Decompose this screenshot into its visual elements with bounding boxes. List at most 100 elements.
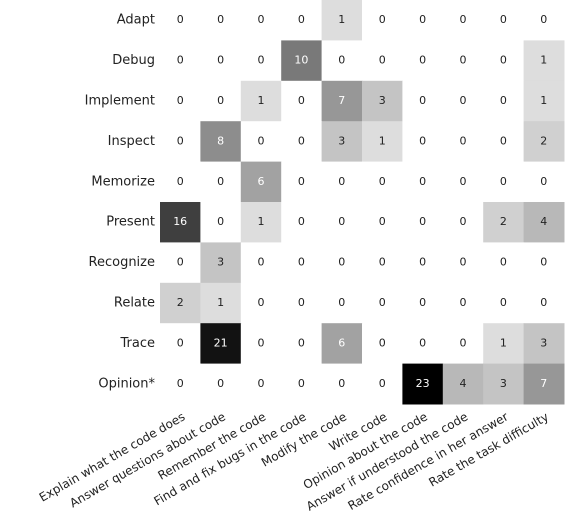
heatmap-cell: [362, 121, 403, 163]
heatmap-cell: [362, 161, 403, 203]
cell-value-label: 0: [177, 134, 184, 147]
heatmap-cell: [160, 242, 201, 284]
cell-value-label: 0: [460, 215, 467, 228]
heatmap-cell: [321, 0, 363, 41]
cell-value-label: 0: [177, 175, 184, 188]
heatmap-cell: [321, 363, 363, 405]
heatmap-cell: [321, 242, 363, 284]
cell-value-label: 2: [540, 134, 547, 147]
cell-value-label: 0: [500, 296, 507, 309]
heatmap-cell: [442, 0, 484, 41]
cell-value-label: 0: [298, 336, 305, 349]
cell-value-label: 1: [540, 94, 547, 107]
cell-value-label: 0: [258, 296, 265, 309]
cell-value-label: 0: [379, 296, 386, 309]
heatmap-cell: [240, 121, 282, 163]
cell-value-label: 0: [177, 94, 184, 107]
cell-value-label: 0: [258, 134, 265, 147]
heatmap-cell: [442, 161, 484, 203]
heatmap-cell: [321, 40, 363, 82]
heatmap-cell: [442, 363, 484, 405]
cell-value-label: 0: [460, 54, 467, 67]
cell-value-label: 6: [258, 175, 265, 188]
heatmap-cell: [200, 282, 242, 324]
heatmap-cell: [281, 0, 323, 41]
cell-value-label: 0: [419, 134, 426, 147]
heatmap-cell: [160, 40, 201, 82]
cell-value-label: 3: [379, 94, 386, 107]
cell-value-label: 0: [338, 256, 345, 269]
heatmap-cell: [402, 0, 444, 41]
cell-value-label: 0: [379, 13, 386, 26]
row-label: Present: [106, 215, 155, 230]
cell-value-label: 0: [217, 13, 224, 26]
heatmap-cell: [160, 0, 201, 41]
cell-value-label: 0: [217, 377, 224, 390]
heatmap-cell: [402, 40, 444, 82]
cell-value-label: 0: [419, 13, 426, 26]
cell-value-label: 1: [217, 296, 224, 309]
heatmap-cell: [442, 282, 484, 324]
cell-value-label: 23: [416, 377, 430, 390]
heatmap-cell: [442, 202, 484, 243]
cell-value-label: 0: [379, 54, 386, 67]
heatmap-cell: [483, 282, 525, 324]
heatmap-cell: [321, 282, 363, 324]
cell-value-label: 0: [298, 215, 305, 228]
heatmap-cell: [442, 121, 484, 163]
cell-value-label: 0: [298, 175, 305, 188]
heatmap-cell: [483, 121, 525, 163]
cell-value-label: 0: [419, 215, 426, 228]
cell-value-label: 0: [460, 13, 467, 26]
row-label: Debug: [112, 53, 155, 68]
cell-value-label: 3: [217, 256, 224, 269]
heatmap-cell: [160, 323, 201, 365]
cell-value-label: 0: [540, 256, 547, 269]
cell-value-label: 3: [338, 134, 345, 147]
heatmap-cell: [200, 40, 242, 82]
heatmap-cell: [321, 161, 363, 203]
cell-value-label: 0: [460, 336, 467, 349]
cell-value-label: 0: [500, 175, 507, 188]
cell-value-label: 7: [540, 377, 547, 390]
heatmap-cell: [281, 121, 323, 163]
cell-value-label: 0: [540, 175, 547, 188]
heatmap-cell: [160, 202, 201, 243]
heatmap-cell: [483, 202, 525, 243]
heatmap-cell: [402, 202, 444, 243]
cell-value-label: 0: [500, 134, 507, 147]
heatmap-cell: [281, 40, 323, 82]
cell-value-label: 1: [258, 94, 265, 107]
cell-value-label: 0: [217, 54, 224, 67]
heatmap-cell: [200, 80, 242, 122]
cell-value-label: 0: [258, 256, 265, 269]
heatmap-cell: [483, 80, 525, 122]
cell-value-label: 0: [500, 13, 507, 26]
heatmap-cell: [281, 242, 323, 284]
heatmap-cell: [402, 242, 444, 284]
heatmap-cell: [281, 80, 323, 122]
heatmap-cell: [523, 121, 565, 163]
cell-value-label: 0: [298, 94, 305, 107]
heatmap-cell: [362, 0, 403, 41]
cell-value-label: 0: [217, 215, 224, 228]
cell-value-label: 0: [177, 336, 184, 349]
cell-value-label: 0: [379, 256, 386, 269]
heatmap-cell: [402, 121, 444, 163]
heatmap-cell: [240, 0, 282, 41]
cell-value-label: 0: [540, 13, 547, 26]
heatmap-cell: [321, 323, 363, 365]
cell-value-label: 21: [214, 336, 228, 349]
heatmap-cell: [160, 282, 201, 324]
heatmap-cell: [483, 0, 525, 41]
heatmap-cell: [240, 202, 282, 243]
heatmap-cell: [160, 161, 201, 203]
cell-value-label: 0: [177, 256, 184, 269]
heatmap-cell: [483, 242, 525, 284]
heatmap-cell: [200, 323, 242, 365]
heatmap-cell: [321, 80, 363, 122]
cell-value-label: 0: [500, 94, 507, 107]
cell-value-label: 16: [173, 215, 187, 228]
heatmap-cell: [240, 242, 282, 284]
cell-value-label: 0: [419, 54, 426, 67]
